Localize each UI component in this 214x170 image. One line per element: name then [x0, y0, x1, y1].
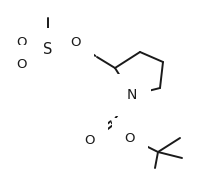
Text: O: O [125, 132, 135, 144]
Text: N: N [127, 88, 137, 102]
Text: O: O [17, 58, 27, 72]
Text: O: O [17, 36, 27, 48]
Text: O: O [85, 133, 95, 147]
Text: O: O [71, 37, 81, 49]
Text: S: S [43, 42, 53, 57]
